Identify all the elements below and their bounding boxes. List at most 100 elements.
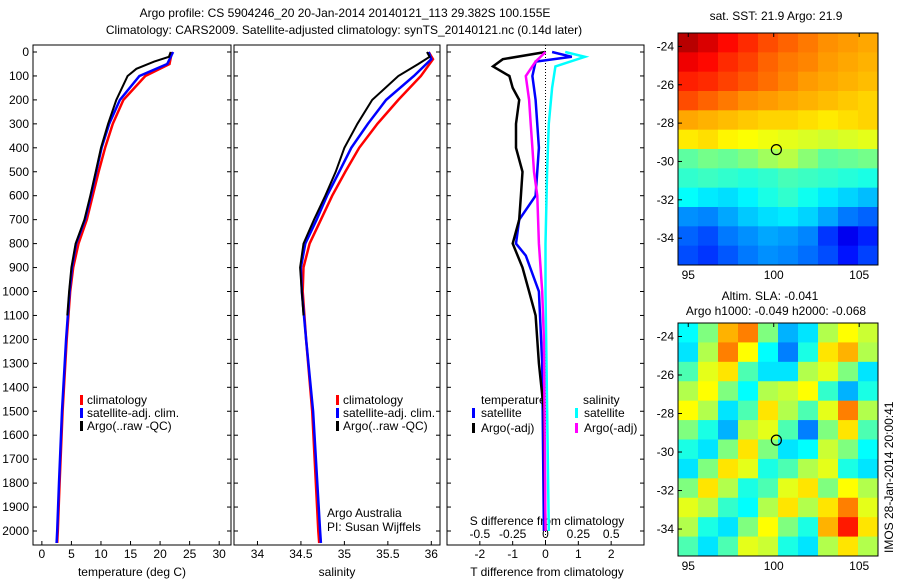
x-tick-label: 5: [68, 547, 75, 561]
map-cell: [798, 207, 819, 227]
map-cell: [818, 33, 839, 53]
x-tick-label: 10: [94, 547, 108, 561]
map-cell: [798, 110, 819, 131]
x-tick-label: 1: [575, 547, 582, 561]
series-satellite-adj-clim-: [299, 51, 433, 544]
map-cell: [818, 381, 839, 402]
map-cell: [698, 517, 719, 538]
map-cell: [798, 52, 819, 73]
map-cell: [758, 91, 779, 111]
map-cell: [678, 33, 699, 53]
map-cell: [758, 458, 779, 479]
depth-tick-label: 800: [9, 237, 29, 251]
map-cell: [818, 497, 839, 518]
map-cell: [858, 187, 879, 208]
map-frame-sla: [677, 322, 879, 557]
map-cell: [738, 381, 759, 402]
map-cell: [818, 91, 839, 111]
title-line2: Climatology: CARS2009. Satellite-adjuste…: [106, 23, 582, 37]
map-cell: [678, 149, 699, 169]
legend-swatch: [336, 421, 339, 431]
map-cell: [758, 400, 779, 421]
s-tick-label: 0.5: [603, 527, 620, 541]
tdiff-xlabel: T difference from climatology: [470, 565, 624, 579]
depth-tick-label: 1600: [2, 428, 29, 442]
map-cell: [798, 458, 819, 479]
title-line1: Argo profile: CS 5904246_20 20-Jan-2014 …: [140, 6, 551, 20]
legend-swatch: [472, 408, 475, 418]
map-cell: [698, 110, 719, 131]
map-cell: [698, 420, 719, 440]
map-cell: [798, 245, 819, 266]
map-cell: [858, 400, 879, 421]
sal-xlabel: salinity: [319, 565, 356, 579]
depth-tick-label: 2000: [2, 524, 29, 538]
map-cell: [778, 245, 799, 266]
depth-tick-label: 300: [9, 117, 29, 131]
depth-tick-label: 1100: [3, 308, 29, 322]
map-cell: [678, 168, 699, 189]
map-cell: [678, 497, 699, 518]
legend-swatch: [575, 408, 578, 418]
map-cell: [838, 71, 859, 92]
map-cell: [778, 168, 799, 189]
x-tick-label: 34: [251, 547, 265, 561]
map-cell: [718, 323, 739, 343]
map-cell: [838, 420, 859, 440]
map-cell: [698, 478, 719, 499]
map-cell: [778, 71, 799, 92]
map-cell: [778, 536, 799, 557]
map-cell: [698, 226, 719, 247]
map-cell: [718, 187, 739, 208]
argo-position-marker: [770, 434, 782, 446]
map-cell: [738, 129, 759, 150]
depth-tick-label: 1300: [2, 356, 29, 370]
x-tick-label: 0: [39, 547, 46, 561]
legend-sal-title: salinity: [583, 393, 620, 407]
map-cell: [838, 129, 859, 150]
pi-label: PI: Susan Wijffels: [327, 520, 421, 534]
map-cell: [838, 91, 859, 111]
map-cell: [798, 342, 819, 363]
map-cell: [818, 342, 839, 363]
map-cell: [758, 361, 779, 382]
map-cell: [838, 110, 859, 131]
depth-tick-label: 400: [9, 141, 29, 155]
map-cell: [678, 361, 699, 382]
map-cell: [778, 187, 799, 208]
map-cell: [818, 478, 839, 499]
map-cell: [778, 207, 799, 227]
legend-label: satellite-adj. clim.: [87, 406, 179, 420]
map-cell: [838, 478, 859, 499]
map-cell: [778, 33, 799, 53]
map-cell: [738, 245, 759, 266]
map-cell: [858, 129, 879, 150]
map-cell: [698, 497, 719, 518]
map-cell: [838, 400, 859, 421]
map-cell: [678, 129, 699, 150]
map-cell: [758, 33, 779, 53]
map-cell: [798, 400, 819, 421]
map-x-tick-label: 105: [849, 268, 869, 282]
map-cell: [678, 245, 699, 266]
map-cell: [758, 71, 779, 92]
map-cell: [698, 342, 719, 363]
map-cell: [758, 439, 779, 460]
map-cell: [858, 207, 879, 227]
map-cell: [758, 129, 779, 150]
series-t-argo-adj-: [490, 50, 547, 532]
depth-tick-label: 0: [22, 45, 29, 59]
map-cell: [858, 168, 879, 189]
depth-tick-label: 200: [9, 93, 29, 107]
series-argo-raw-qc-: [299, 51, 431, 316]
map-cell: [698, 361, 719, 382]
map-cell: [678, 536, 699, 557]
map-cell: [798, 439, 819, 460]
map-cell: [818, 207, 839, 227]
map-cell: [818, 400, 839, 421]
map-cell: [698, 168, 719, 189]
map-cell: [678, 400, 699, 421]
map-cell: [698, 91, 719, 111]
